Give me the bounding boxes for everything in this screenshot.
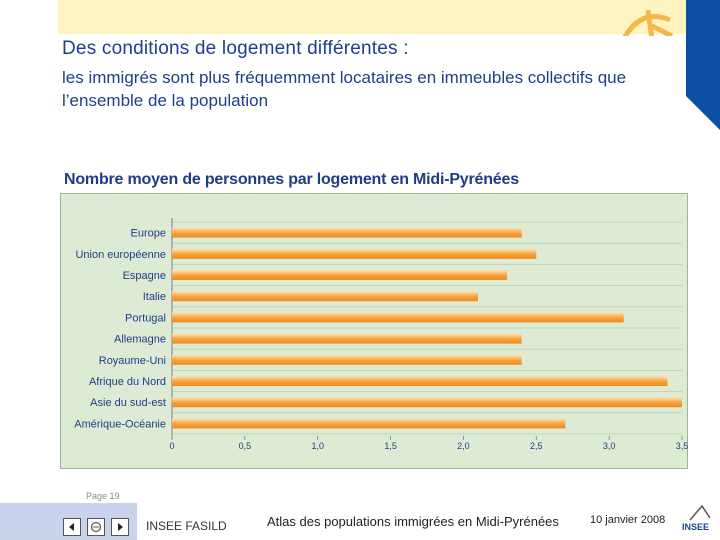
category-label: Afrique du Nord — [89, 376, 166, 388]
bar — [172, 354, 522, 365]
category-label: Allemagne — [114, 334, 166, 346]
x-tick-label: 2,5 — [530, 441, 543, 451]
x-tick-label: 2,0 — [457, 441, 470, 451]
chart-title: Nombre moyen de personnes par logement e… — [64, 171, 519, 188]
category-label: Asie du sud-est — [90, 397, 166, 409]
category-label: Portugal — [125, 312, 166, 324]
insee-logo-text: INSEE — [682, 522, 710, 532]
category-label: Royaume-Uni — [99, 355, 166, 367]
bar — [172, 376, 668, 386]
bar — [172, 418, 566, 429]
category-label: Union européenne — [75, 249, 166, 261]
chart-frame: Europe Union européenne Espagne Italie Portu… — [60, 193, 688, 469]
bar — [172, 291, 478, 302]
bar — [172, 333, 522, 344]
home-button[interactable] — [87, 518, 105, 536]
footer-atlas-title: Atlas des populations immigrées en Midi-… — [267, 514, 559, 529]
bar — [172, 397, 682, 408]
header-right-notch — [686, 96, 720, 130]
header-band — [58, 0, 686, 34]
bar-chart: Europe Union européenne Espagne Italie Portu… — [74, 218, 688, 451]
page-label: Page 19 — [86, 491, 120, 501]
x-tick-label: 3,0 — [603, 441, 616, 451]
arrow-left-icon — [69, 523, 74, 531]
chart-grid — [171, 218, 682, 438]
arrow-right-icon — [118, 523, 123, 531]
bar — [172, 248, 537, 259]
category-label: Espagne — [123, 270, 166, 282]
chart-x-ticks: 0 0,5 1,0 1,5 2,0 2,5 3,0 3,5 — [169, 436, 688, 451]
slide-title: Des conditions de logement différentes : — [62, 38, 409, 59]
category-label: Europe — [131, 228, 166, 240]
chart-category-labels: Europe Union européenne Espagne Italie Portu… — [74, 228, 166, 431]
next-slide-button[interactable] — [111, 518, 129, 536]
footer-org: INSEE FASILD — [146, 519, 227, 533]
bar — [172, 312, 624, 323]
title-background — [58, 36, 686, 64]
x-tick-label: 0 — [169, 441, 174, 451]
chart-bars — [172, 227, 682, 429]
bar — [172, 270, 508, 280]
category-label: Italie — [143, 291, 166, 303]
insee-logo-icon — [689, 504, 711, 521]
footer-date: 10 janvier 2008 — [590, 514, 666, 526]
prev-slide-button[interactable] — [63, 518, 81, 536]
x-tick-label: 3,5 — [676, 441, 689, 451]
home-icon — [90, 521, 102, 533]
x-tick-label: 1,0 — [311, 441, 324, 451]
bar — [172, 227, 522, 238]
x-tick-label: 1,5 — [384, 441, 397, 451]
header-left-band — [0, 0, 58, 34]
category-label: Amérique-Océanie — [74, 418, 166, 430]
x-tick-label: 0,5 — [239, 441, 252, 451]
slide-subtitle: les immigrés sont plus fréquemment locat… — [62, 68, 627, 110]
